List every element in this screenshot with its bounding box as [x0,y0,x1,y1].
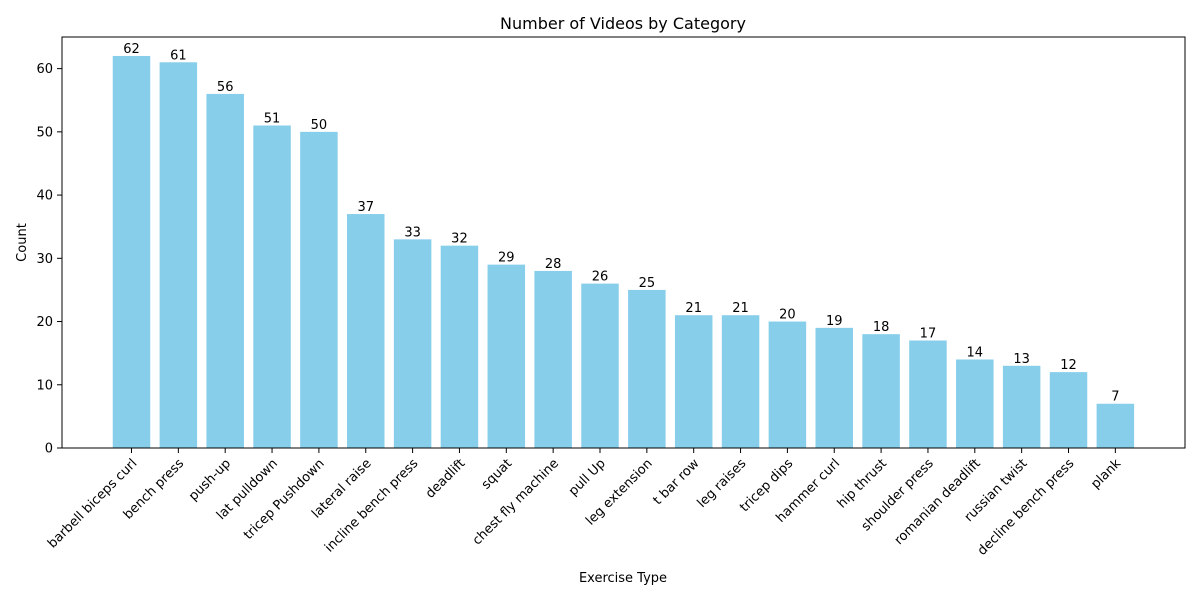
bar [534,270,572,448]
data-label: 32 [451,232,468,247]
bar [347,214,385,448]
x-tick-label: plank [1088,456,1124,492]
data-label: 51 [264,112,281,127]
x-tick-label: deadlift [423,456,468,501]
data-label: 37 [357,200,374,215]
data-label: 56 [217,80,234,95]
y-tick-label: 10 [36,378,53,393]
data-label: 29 [498,251,515,266]
y-axis-label: Count [15,223,30,262]
bar [487,264,526,448]
x-tick-label: squat [479,456,515,492]
bar [862,334,900,448]
data-label: 33 [404,225,421,240]
bars-group [112,55,1135,449]
data-label: 25 [639,276,656,291]
y-tick-label: 60 [36,62,53,77]
y-tick-label: 40 [36,189,53,204]
bar [909,340,947,448]
bar [721,315,760,448]
x-tick-label: pull Up [566,456,609,499]
data-label: 19 [826,314,843,329]
data-label: 12 [1060,358,1077,373]
bar [768,321,807,448]
bar [440,245,479,448]
x-tick-label: chest fly machine [470,456,562,548]
bar [956,359,994,448]
y-axis: 0 10 20 30 40 50 60 [36,62,62,457]
bar [674,315,713,448]
data-label: 18 [873,320,890,335]
x-tick-label: barbell biceps curl [45,456,140,551]
x-tick-label: push-up [186,456,234,504]
bar [581,283,619,448]
data-label: 21 [732,301,749,316]
data-label: 17 [920,327,937,342]
data-label: 28 [545,257,562,272]
bar [159,62,198,448]
data-labels-group: 62 61 56 51 50 37 33 32 29 28 26 25 21 21 20 19 18 17 14 13… [123,42,1119,405]
bar [112,55,151,448]
x-tick-label: incline bench press [322,456,421,555]
bar [1002,365,1041,448]
x-tick-label: decline bench press [975,456,1078,559]
bar [300,131,338,448]
bar [393,239,432,448]
y-tick-label: 30 [36,252,53,267]
chart-title: Number of Videos by Category [500,14,746,33]
data-label: 13 [1013,352,1030,367]
data-label: 50 [311,118,328,133]
data-label: 62 [123,42,140,57]
bar [253,125,291,449]
y-tick-label: 20 [36,315,53,330]
bar [206,93,244,448]
x-axis-label: Exercise Type [579,571,667,586]
bar [815,327,853,448]
x-tick-label: tricep Pushdown [241,456,328,543]
data-label: 21 [685,301,702,316]
data-label: 20 [779,308,796,323]
data-label: 26 [592,270,609,285]
bar [1096,403,1135,448]
bar [628,289,666,448]
y-tick-label: 0 [45,442,53,457]
plot-frame [61,36,1186,449]
data-label: 7 [1111,390,1119,405]
x-tick-label: romanian deadlift [892,456,984,548]
y-tick-label: 50 [36,125,53,140]
data-label: 14 [967,345,984,360]
bar [1049,372,1088,448]
data-label: 61 [170,48,187,63]
